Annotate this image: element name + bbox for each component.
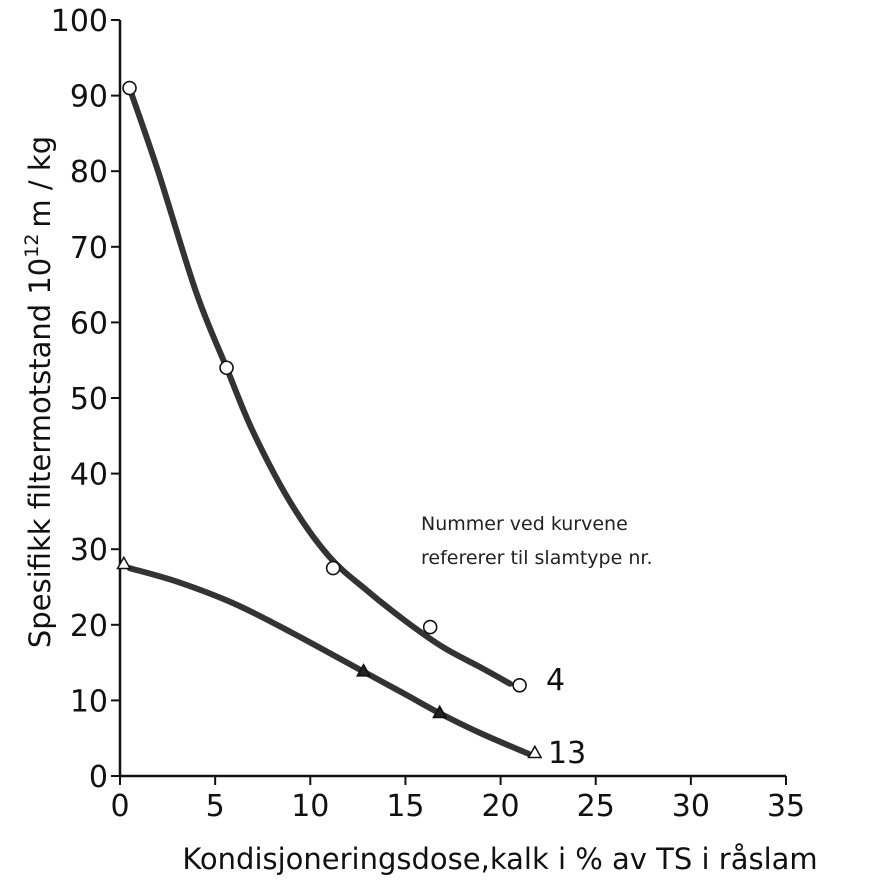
x-tick-label: 20 <box>481 789 519 824</box>
series-4-point <box>219 360 234 376</box>
y-axis-title: Spesifikk filtermotstand 1012 m / kg <box>21 136 57 648</box>
series-4-point <box>325 560 341 576</box>
y-tick-label: 70 <box>70 231 108 266</box>
y-tick-label: 30 <box>70 533 108 568</box>
y-axis-title-exponent: 12 <box>21 234 43 258</box>
x-tick-label: 5 <box>206 789 225 824</box>
y-tick-label: 100 <box>51 4 108 39</box>
y-axis-title-unit: m / kg <box>23 136 57 228</box>
y-tick-label: 40 <box>70 458 108 493</box>
x-tick-label: 30 <box>672 789 710 824</box>
x-tick-label: 0 <box>110 789 129 824</box>
series-13-point <box>355 663 372 677</box>
series-13-point <box>432 704 448 719</box>
y-tick-label: 80 <box>70 155 108 190</box>
chart-marks <box>116 80 543 759</box>
x-tick-label: 25 <box>577 789 615 824</box>
annotation-line-1: Nummer ved kurvene <box>421 513 628 535</box>
y-tick-label: 60 <box>70 306 108 341</box>
series-4-point <box>512 677 527 693</box>
series-label-4: 4 <box>546 663 565 698</box>
y-tick-label: 90 <box>70 80 108 115</box>
series-label-13: 13 <box>548 736 586 771</box>
x-tick-label: 10 <box>291 789 329 824</box>
series-13-point <box>527 744 543 759</box>
x-tick-label: 35 <box>767 789 805 824</box>
y-tick-label: 10 <box>70 684 108 719</box>
y-tick-label: 0 <box>89 760 108 795</box>
series-13-point <box>116 555 132 570</box>
axes <box>111 19 787 785</box>
series-4-point <box>422 619 438 635</box>
x-axis-title: Kondisjoneringsdose,kalk i % av TS i rås… <box>182 842 817 876</box>
series-4-line <box>126 85 514 687</box>
annotation-line-2: refererer til slamtype nr. <box>421 547 653 569</box>
y-tick-label: 50 <box>70 382 108 417</box>
series-4-point <box>122 80 137 96</box>
y-tick-label: 20 <box>70 609 108 644</box>
y-axis-title-main: Spesifikk filtermotstand 10 <box>23 258 57 648</box>
x-tick-label: 15 <box>386 789 424 824</box>
chart-labels: 0 10 20 30 40 50 60 70 80 90 100 0 5 10 15 20 25 30 35 4 13 <box>51 4 805 824</box>
